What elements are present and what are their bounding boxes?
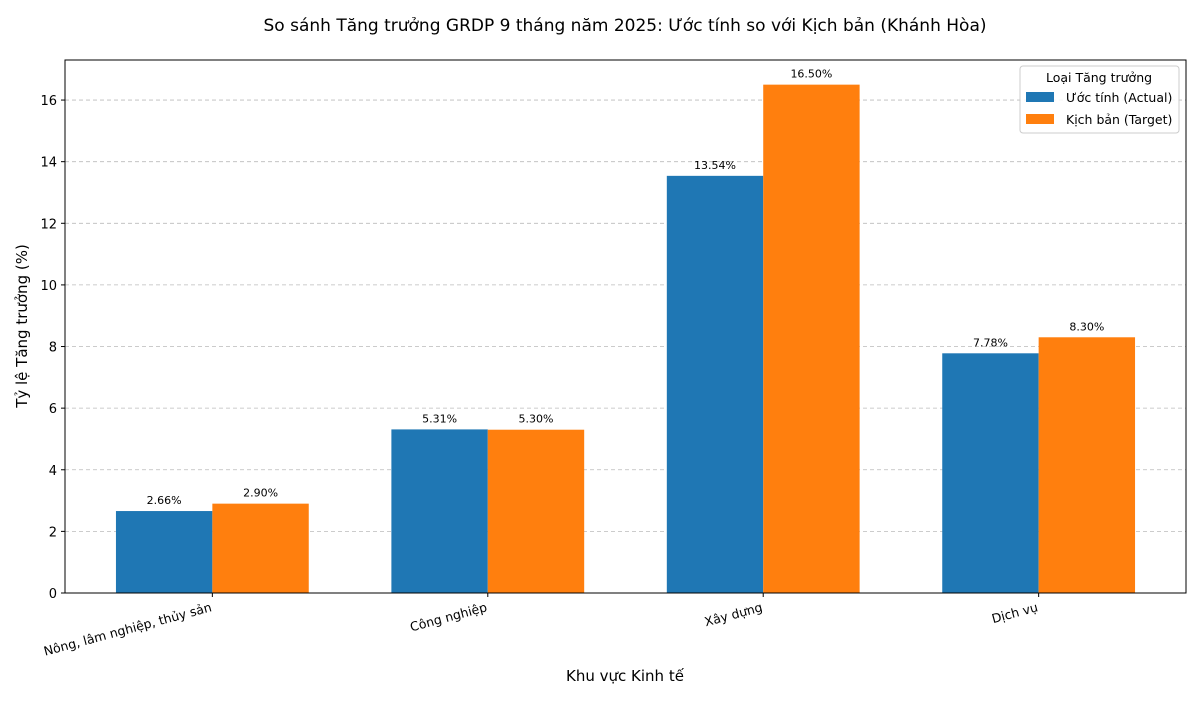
y-axis-label: Tỷ lệ Tăng trưởng (%) [13,244,31,409]
legend-title: Loại Tăng trưởng [1046,70,1152,85]
bar-target [763,84,860,593]
legend-swatch-target [1026,114,1054,124]
data-label: 13.54% [694,159,736,172]
y-tick-label: 12 [40,217,57,232]
x-tick-label: Xây dựng [703,599,764,629]
data-label: 7.78% [973,336,1008,349]
plot-frame [64,59,1187,594]
y-tick-label: 0 [49,587,57,602]
bar-actual [666,175,764,593]
y-tick-label: 2 [49,525,57,540]
chart-title: So sánh Tăng trưởng GRDP 9 tháng năm 202… [264,16,987,36]
data-label: 2.66% [147,494,182,507]
legend-swatch-actual [1026,92,1054,102]
data-label: 2.90% [243,487,278,500]
legend-label-actual: Ước tính (Actual) [1066,90,1172,105]
bar-target [487,429,585,593]
bar-actual [942,353,1039,593]
x-tick-label: Nông, lâm nghiệp, thủy sản [42,599,213,658]
x-tick-label: Công nghiệp [408,599,488,634]
legend-label-target: Kịch bản (Target) [1066,112,1172,127]
y-tick-label: 4 [49,464,57,479]
data-label: 5.31% [422,412,457,425]
data-label: 8.30% [1069,320,1104,333]
x-axis-label: Khu vực Kinh tế [566,667,685,685]
y-tick-label: 10 [40,279,57,294]
legend-box [1019,65,1180,134]
bar-actual [391,429,488,593]
data-label: 16.50% [790,68,832,81]
y-tick-label: 16 [40,94,57,109]
y-tick-label: 6 [49,402,57,417]
x-tick-label: Dịch vụ [990,599,1039,626]
data-label: 5.30% [519,413,554,426]
bar-target [212,503,309,593]
y-tick-label: 8 [49,341,57,356]
y-tick-label: 14 [40,156,57,171]
bar-target [1038,337,1136,593]
bar-actual [115,511,213,593]
legend: Loại Tăng trưởng Ước tính (Actual) Kịch … [1019,65,1180,134]
